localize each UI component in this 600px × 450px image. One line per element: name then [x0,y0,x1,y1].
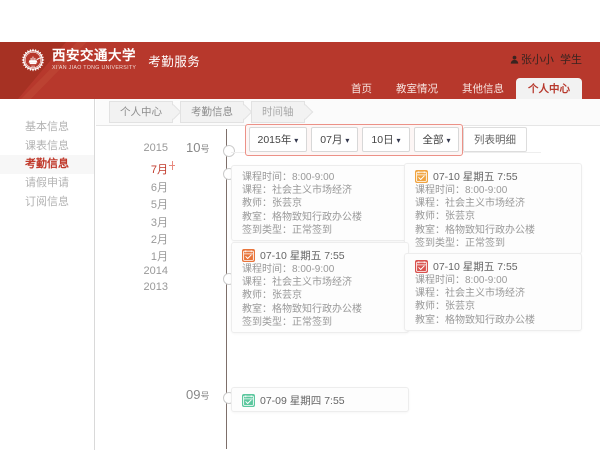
svg-text:1896: 1896 [31,66,35,68]
